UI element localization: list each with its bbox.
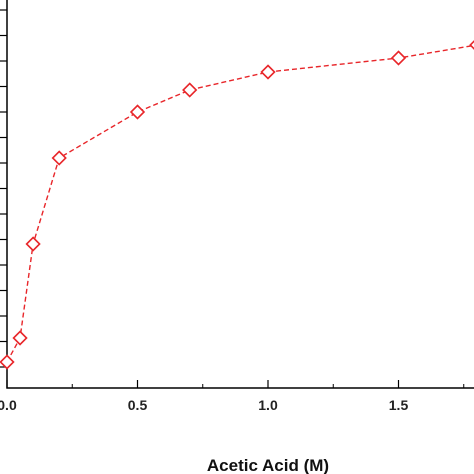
data-point-marker	[0, 354, 15, 370]
data-point-marker	[469, 40, 474, 50]
data-point-marker	[390, 50, 407, 66]
x-axis-ticks	[6, 380, 465, 388]
data-point-marker	[12, 330, 28, 346]
x-tick-label: 0.0	[0, 397, 17, 413]
x-axis-label: Acetic Acid (M)	[207, 456, 329, 474]
x-tick-label: 1.0	[258, 397, 278, 413]
series-line	[6, 44, 474, 363]
data-point-marker	[51, 150, 67, 166]
y-axis-ticks	[0, 9, 7, 368]
x-axis-tick-labels: 0.0 0.5 1.0 1.5	[0, 397, 408, 413]
x-tick-label: 1.5	[389, 397, 409, 413]
data-point-marker	[182, 82, 198, 98]
data-point-marker	[260, 64, 276, 80]
plot-frame	[6, 0, 474, 389]
data-point-marker	[25, 236, 41, 252]
series-layer	[0, 40, 474, 370]
x-tick-label: 0.5	[128, 397, 148, 413]
data-point-marker	[129, 104, 146, 120]
